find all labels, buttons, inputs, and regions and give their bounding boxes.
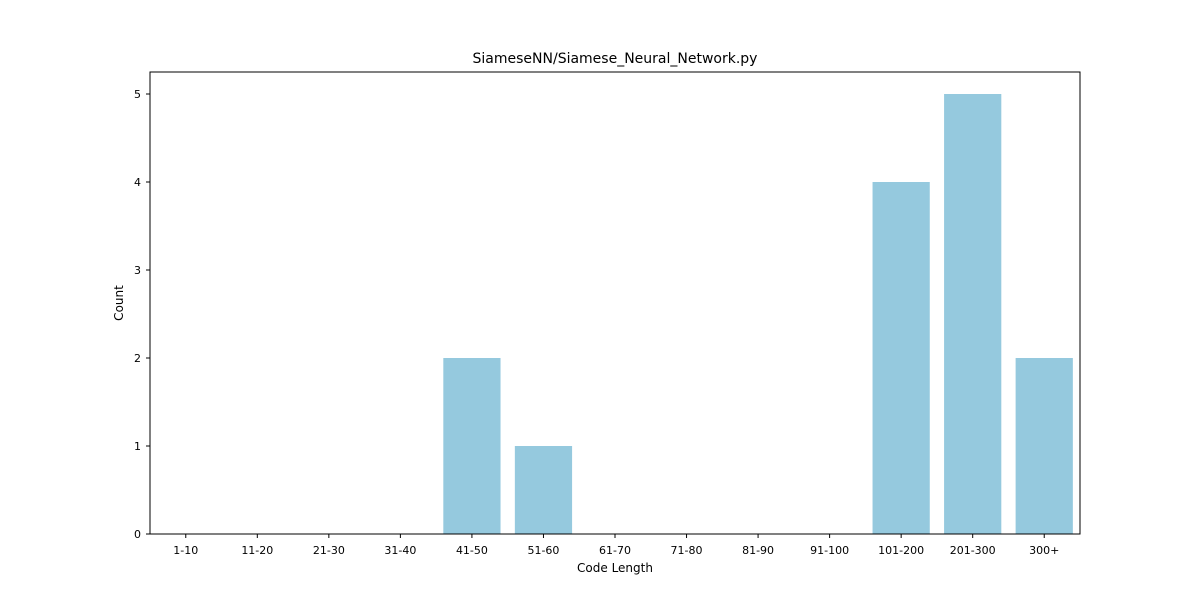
x-tick-label: 71-80 <box>671 544 703 557</box>
y-tick-label: 1 <box>134 440 141 453</box>
y-axis-label: Count <box>112 285 126 321</box>
bar-51-60 <box>514 446 573 534</box>
y-tick-label: 4 <box>134 176 141 189</box>
x-tick-label: 21-30 <box>313 544 345 557</box>
x-tick-label: 41-50 <box>456 544 488 557</box>
x-axis-label: Code Length <box>577 561 653 575</box>
x-tick-label: 201-300 <box>950 544 996 557</box>
plot-frame <box>149 71 1081 535</box>
x-axis: 1-10 11-20 21-30 31-40 41-50 51-60 61-70 71-80 8… <box>173 534 1059 557</box>
bar-300+ <box>1015 358 1073 534</box>
x-tick-label: 81-90 <box>742 544 774 557</box>
y-tick-label: 5 <box>134 88 141 101</box>
y-tick-label: 3 <box>134 264 141 277</box>
x-tick-label: 300+ <box>1029 544 1059 557</box>
x-tick-label: 31-40 <box>384 544 416 557</box>
x-tick-label: 101-200 <box>878 544 924 557</box>
x-tick-label: 91-100 <box>810 544 849 557</box>
bar-201-300 <box>944 94 1002 534</box>
y-tick-label: 0 <box>134 528 141 541</box>
x-tick-label: 61-70 <box>599 544 631 557</box>
chart-title: SiameseNN/Siamese_Neural_Network.py <box>473 51 758 67</box>
bar-101-200 <box>872 182 930 534</box>
bars-layer <box>443 94 1073 534</box>
y-tick-label: 2 <box>134 352 141 365</box>
bar-41-50 <box>443 358 501 534</box>
y-axis: 0 1 2 3 4 5 <box>134 88 150 541</box>
x-tick-label: 51-60 <box>527 544 559 557</box>
x-tick-label: 11-20 <box>241 544 273 557</box>
x-tick-label: 1-10 <box>173 544 198 557</box>
